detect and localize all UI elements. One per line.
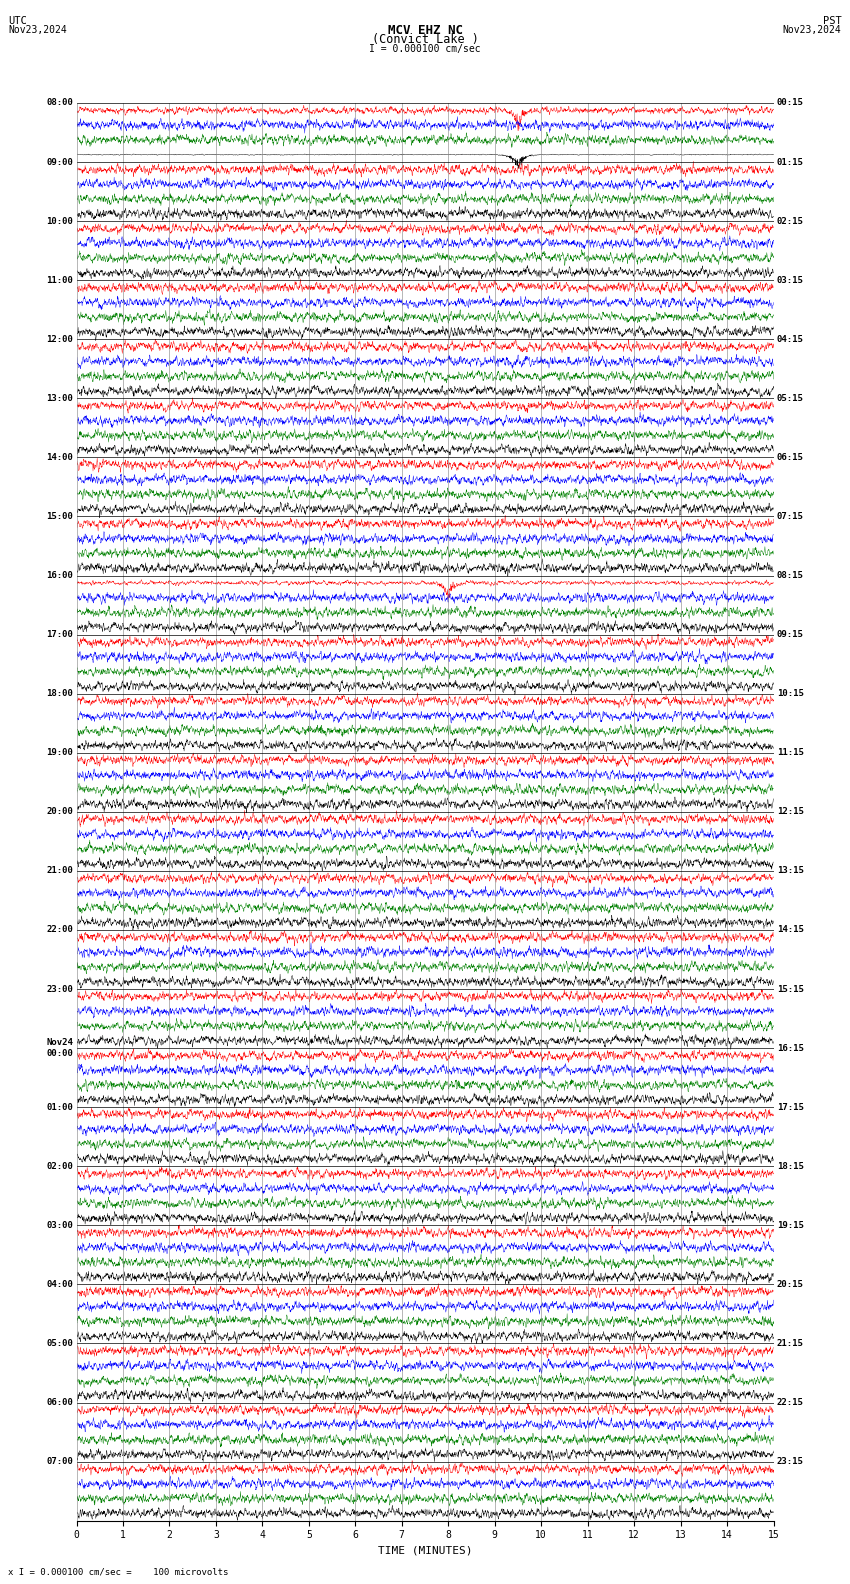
Text: 10:00: 10:00 xyxy=(46,217,73,225)
Text: 21:15: 21:15 xyxy=(777,1338,804,1348)
Text: 04:15: 04:15 xyxy=(777,334,804,344)
Text: 07:00: 07:00 xyxy=(46,1457,73,1467)
Text: 15:00: 15:00 xyxy=(46,512,73,521)
Text: 12:15: 12:15 xyxy=(777,808,804,816)
Text: 19:00: 19:00 xyxy=(46,748,73,757)
Text: 22:00: 22:00 xyxy=(46,925,73,935)
Text: 23:00: 23:00 xyxy=(46,985,73,993)
Text: I = 0.000100 cm/sec: I = 0.000100 cm/sec xyxy=(369,44,481,54)
Text: MCV EHZ NC: MCV EHZ NC xyxy=(388,24,462,36)
Text: 19:15: 19:15 xyxy=(777,1221,804,1229)
Text: 14:15: 14:15 xyxy=(777,925,804,935)
Text: x I = 0.000100 cm/sec =    100 microvolts: x I = 0.000100 cm/sec = 100 microvolts xyxy=(8,1567,229,1576)
Text: 13:00: 13:00 xyxy=(46,394,73,402)
Text: Nov23,2024: Nov23,2024 xyxy=(783,25,842,35)
Text: PST: PST xyxy=(823,16,842,25)
Text: 18:15: 18:15 xyxy=(777,1161,804,1171)
Text: 16:00: 16:00 xyxy=(46,570,73,580)
Text: Nov24
00:00: Nov24 00:00 xyxy=(46,1039,73,1058)
Text: 16:15: 16:15 xyxy=(777,1044,804,1053)
Text: Nov23,2024: Nov23,2024 xyxy=(8,25,67,35)
Text: 07:15: 07:15 xyxy=(777,512,804,521)
Text: 17:00: 17:00 xyxy=(46,630,73,638)
Text: (Convict Lake ): (Convict Lake ) xyxy=(371,33,479,46)
Text: 20:00: 20:00 xyxy=(46,808,73,816)
Text: 18:00: 18:00 xyxy=(46,689,73,699)
Text: 01:15: 01:15 xyxy=(777,157,804,166)
Text: 00:15: 00:15 xyxy=(777,98,804,108)
Text: 03:15: 03:15 xyxy=(777,276,804,285)
Text: 14:00: 14:00 xyxy=(46,453,73,463)
Text: 08:15: 08:15 xyxy=(777,570,804,580)
Text: 09:15: 09:15 xyxy=(777,630,804,638)
Text: 05:15: 05:15 xyxy=(777,394,804,402)
Text: 11:00: 11:00 xyxy=(46,276,73,285)
Text: 13:15: 13:15 xyxy=(777,866,804,876)
Text: 09:00: 09:00 xyxy=(46,157,73,166)
Text: 06:00: 06:00 xyxy=(46,1399,73,1407)
Text: 10:15: 10:15 xyxy=(777,689,804,699)
Text: 04:00: 04:00 xyxy=(46,1280,73,1289)
Text: 05:00: 05:00 xyxy=(46,1338,73,1348)
Text: 08:00: 08:00 xyxy=(46,98,73,108)
X-axis label: TIME (MINUTES): TIME (MINUTES) xyxy=(377,1546,473,1555)
Text: 22:15: 22:15 xyxy=(777,1399,804,1407)
Text: 01:00: 01:00 xyxy=(46,1102,73,1112)
Text: 02:00: 02:00 xyxy=(46,1161,73,1171)
Text: 15:15: 15:15 xyxy=(777,985,804,993)
Text: UTC: UTC xyxy=(8,16,27,25)
Text: 23:15: 23:15 xyxy=(777,1457,804,1467)
Text: 20:15: 20:15 xyxy=(777,1280,804,1289)
Text: 03:00: 03:00 xyxy=(46,1221,73,1229)
Text: 06:15: 06:15 xyxy=(777,453,804,463)
Text: 12:00: 12:00 xyxy=(46,334,73,344)
Text: 11:15: 11:15 xyxy=(777,748,804,757)
Text: 17:15: 17:15 xyxy=(777,1102,804,1112)
Text: 02:15: 02:15 xyxy=(777,217,804,225)
Text: 21:00: 21:00 xyxy=(46,866,73,876)
